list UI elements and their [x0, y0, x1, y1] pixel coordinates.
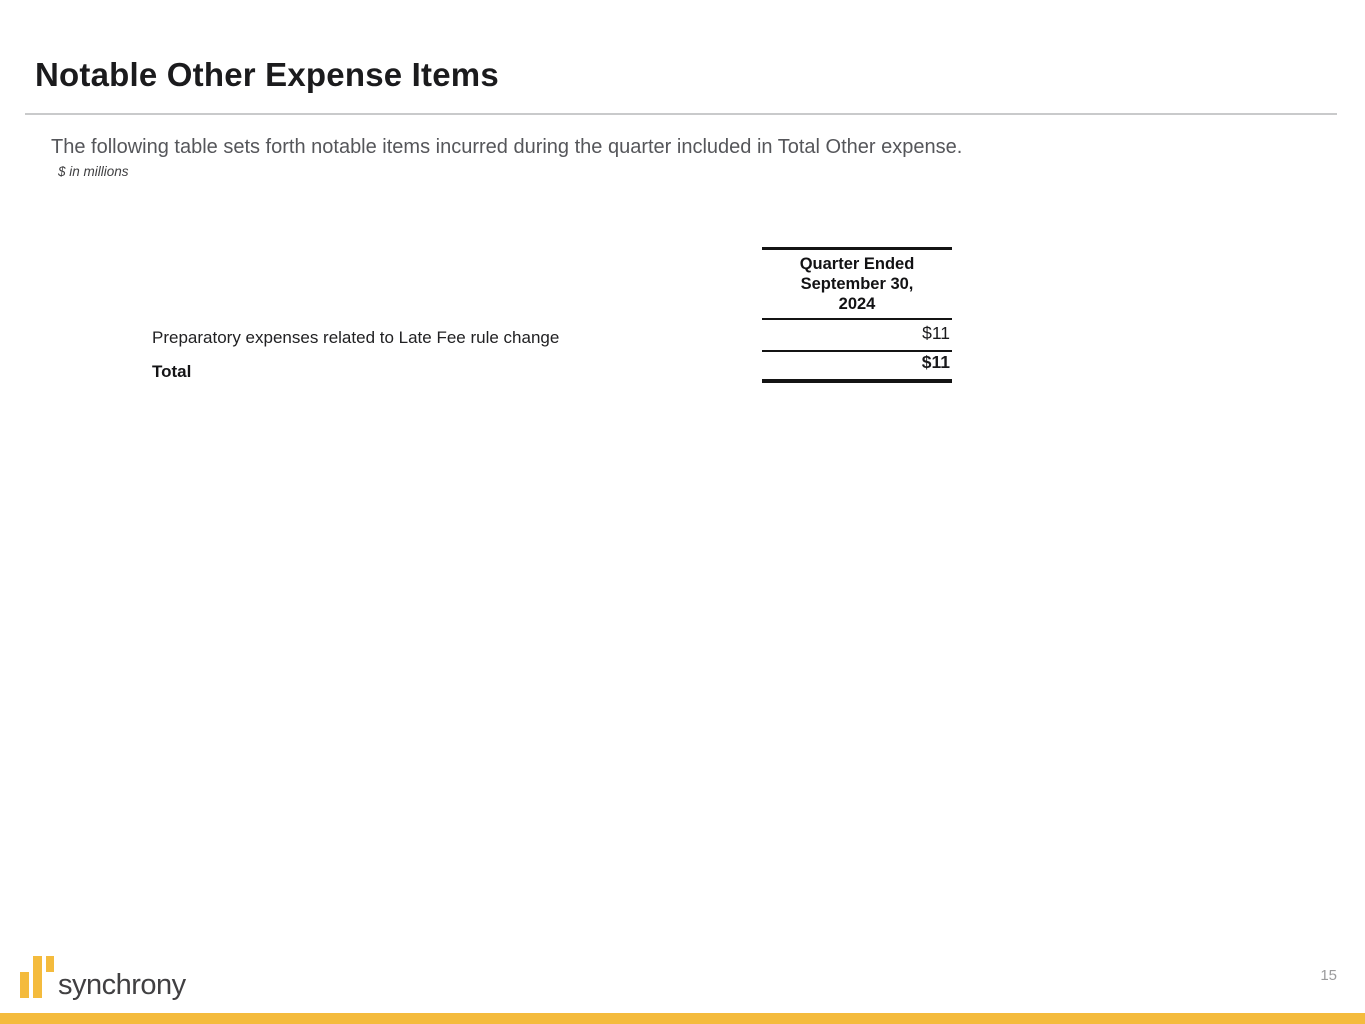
table-row-label: Preparatory expenses related to Late Fee…	[152, 328, 560, 347]
footer-accent-bar	[0, 1013, 1365, 1024]
intro-text: The following table sets forth notable i…	[51, 136, 963, 158]
synchrony-bar-chart-logo-icon	[20, 956, 54, 998]
table-cell-value: $11	[922, 323, 950, 343]
column-header-line: September 30,	[800, 275, 914, 293]
synchrony-wordmark: synchrony	[58, 969, 186, 1001]
column-header-line: Quarter Ended	[799, 255, 915, 273]
table-column-header: Quarter Ended September 30, 2024	[762, 247, 952, 320]
table-row-value: $11	[762, 320, 952, 352]
title-divider	[25, 113, 1337, 115]
logo-bar-short	[20, 972, 29, 998]
expense-table: Quarter Ended September 30, 2024 $11 $11	[762, 247, 952, 383]
logo-bar-tall	[33, 956, 42, 998]
table-total-value: $11	[762, 352, 952, 383]
column-header-line: 2024	[838, 295, 876, 313]
logo-bar-top	[46, 956, 54, 972]
page-title: Notable Other Expense Items	[35, 56, 499, 93]
table-cell-value: $11	[921, 352, 950, 372]
table-total-label: Total	[152, 362, 192, 381]
units-note: $ in millions	[58, 164, 129, 179]
page-number: 15	[1320, 967, 1337, 984]
